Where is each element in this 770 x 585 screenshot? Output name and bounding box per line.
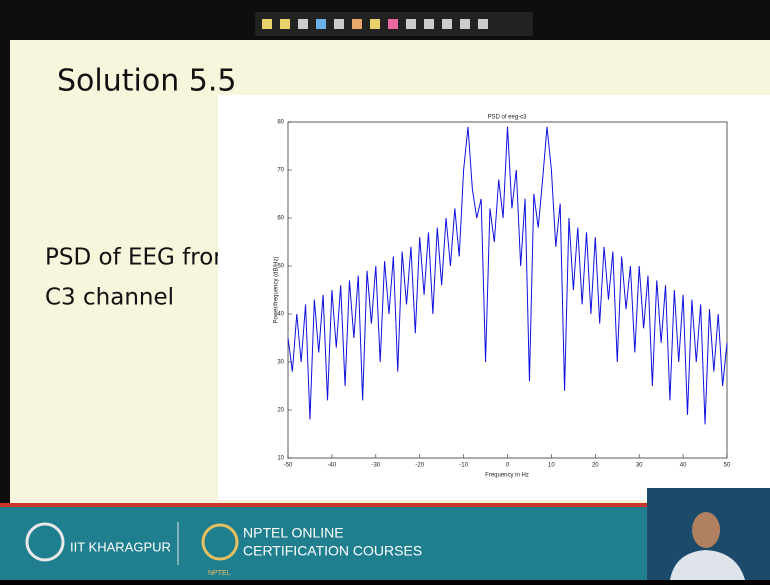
- slide-text: C3 channel: [45, 285, 174, 311]
- footer-course: NPTEL ONLINE: [243, 525, 344, 541]
- plot: PSD of eeg-c3 Frequency in Hz Power/freq…: [274, 115, 731, 479]
- axes-box: [287, 121, 728, 459]
- x-tick-label: -50: [284, 463, 293, 469]
- chart-title: PSD of eeg-c3: [487, 115, 527, 121]
- iit-logo: [25, 522, 65, 562]
- slide-title: Solution 5.5: [57, 64, 236, 99]
- slide-text: PSD of EEG from: [45, 245, 236, 271]
- footer-rule: [0, 503, 770, 507]
- footer-band: [0, 505, 770, 580]
- x-tick-label: 0: [506, 463, 510, 469]
- y-axis-label: Power/frequency (dB/Hz): [274, 256, 280, 323]
- y-tick-label: 80: [277, 120, 284, 126]
- x-tick-label: -20: [415, 463, 424, 469]
- footer-institute: IIT KHARAGPUR: [70, 539, 171, 554]
- y-tick-label: 40: [277, 312, 284, 318]
- x-tick-label: -40: [328, 463, 337, 469]
- y-tick-label: 10: [277, 456, 284, 462]
- psd-line: [287, 126, 728, 425]
- y-tick-label: 50: [277, 264, 284, 270]
- nptel-logo: [201, 523, 239, 561]
- x-axis-label: Frequency in Hz: [485, 473, 529, 479]
- x-tick-label: 20: [592, 463, 599, 469]
- y-tick-label: 30: [277, 360, 284, 366]
- y-tick-label: 20: [277, 408, 284, 414]
- x-tick-label: -10: [459, 463, 468, 469]
- x-tick-label: 50: [724, 463, 731, 469]
- presenter-video: [647, 488, 770, 580]
- x-tick-label: 30: [636, 463, 643, 469]
- y-tick-label: 60: [277, 216, 284, 222]
- x-tick-label: 40: [680, 463, 687, 469]
- toolbar-icons: [262, 19, 488, 29]
- logo-caption: NPTEL: [208, 570, 231, 577]
- footer-course: CERTIFICATION COURSES: [243, 543, 422, 559]
- x-tick-label: -30: [371, 463, 380, 469]
- x-tick-label: 10: [548, 463, 555, 469]
- y-tick-label: 70: [277, 168, 284, 174]
